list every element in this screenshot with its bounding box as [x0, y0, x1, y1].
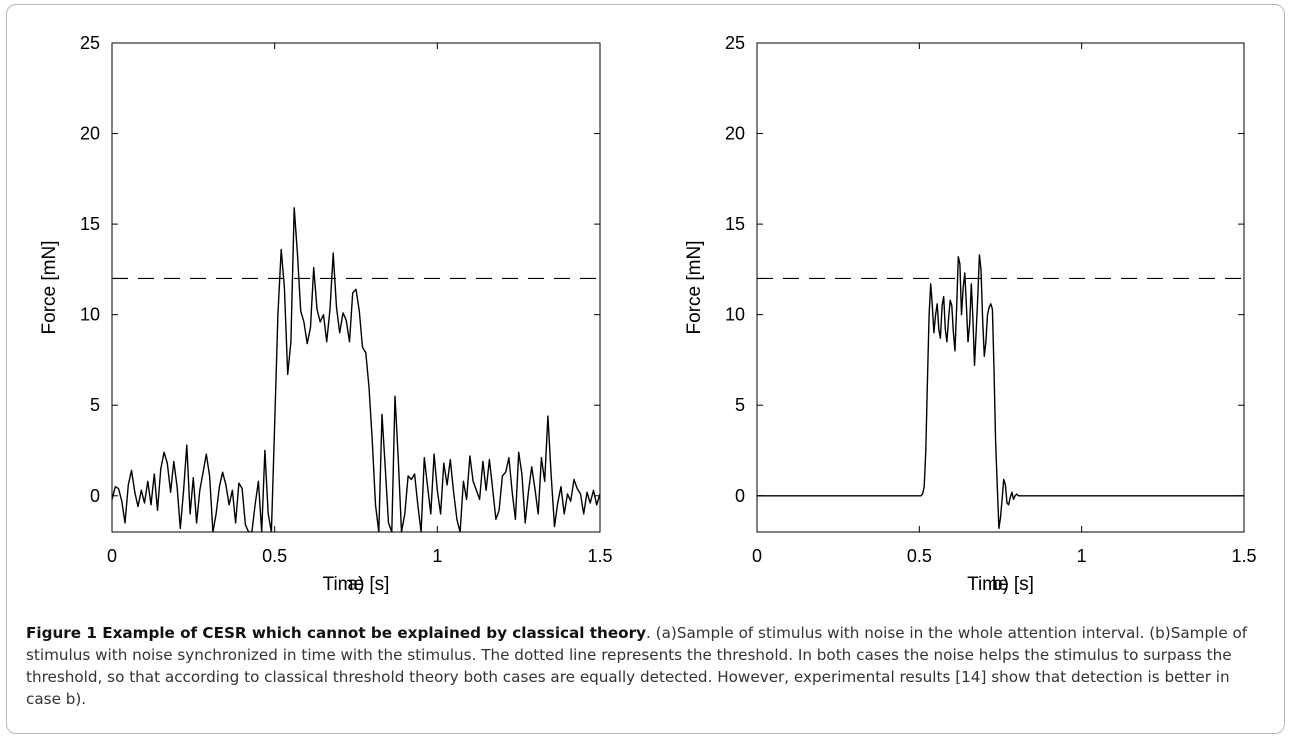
- x-axis-label: Time [s]: [967, 574, 1034, 595]
- x-tick-label: 0: [107, 546, 117, 566]
- x-tick-label: 1: [1077, 546, 1087, 566]
- series-line: [757, 254, 1244, 530]
- y-tick-label: 20: [725, 124, 745, 144]
- x-tick-label: 1.5: [1231, 546, 1256, 566]
- chart-panel-b: 0 0.5 1 1.5 0 5 10 15 20 25 Time [s] Force [mN] b): [684, 33, 1257, 595]
- y-tick-label: 5: [735, 395, 745, 415]
- figure-caption: Figure 1 Example of CESR which cannot be…: [26, 622, 1266, 710]
- y-tick-label: 25: [80, 33, 100, 53]
- series-line: [112, 207, 600, 532]
- y-tick-label: 10: [80, 305, 100, 325]
- y-tick-label: 20: [80, 124, 100, 144]
- x-tick-label: 0: [752, 546, 762, 566]
- caption-body: . (a)Sample of stimulus with noise in th…: [26, 624, 1248, 708]
- y-tick-label: 10: [725, 305, 745, 325]
- y-tick-label: 25: [725, 33, 745, 53]
- panel-label: b): [992, 574, 1009, 595]
- panel-label: a): [348, 574, 365, 595]
- y-axis-label: Force [mN]: [39, 241, 60, 335]
- y-tick-label: 15: [725, 214, 745, 234]
- x-tick-label: 1: [432, 546, 442, 566]
- axes-box: [111, 42, 601, 533]
- y-tick-label: 0: [90, 486, 100, 506]
- figure-frame: [6, 4, 1285, 734]
- x-tick-label: 0.5: [262, 546, 287, 566]
- axes-box: [756, 42, 1245, 533]
- chart-panel-a: 0 0.5 1 1.5 0 5 10 15 20 25 Time [s] Force [mN] a): [39, 33, 613, 595]
- y-axis-label: Force [mN]: [684, 241, 705, 335]
- x-axis-label: Time [s]: [323, 574, 390, 595]
- caption-title: Figure 1 Example of CESR which cannot be…: [26, 624, 646, 642]
- y-tick-label: 5: [90, 395, 100, 415]
- x-tick-label: 1.5: [587, 546, 612, 566]
- x-tick-label: 0.5: [907, 546, 932, 566]
- y-tick-label: 0: [735, 486, 745, 506]
- y-tick-label: 15: [80, 214, 100, 234]
